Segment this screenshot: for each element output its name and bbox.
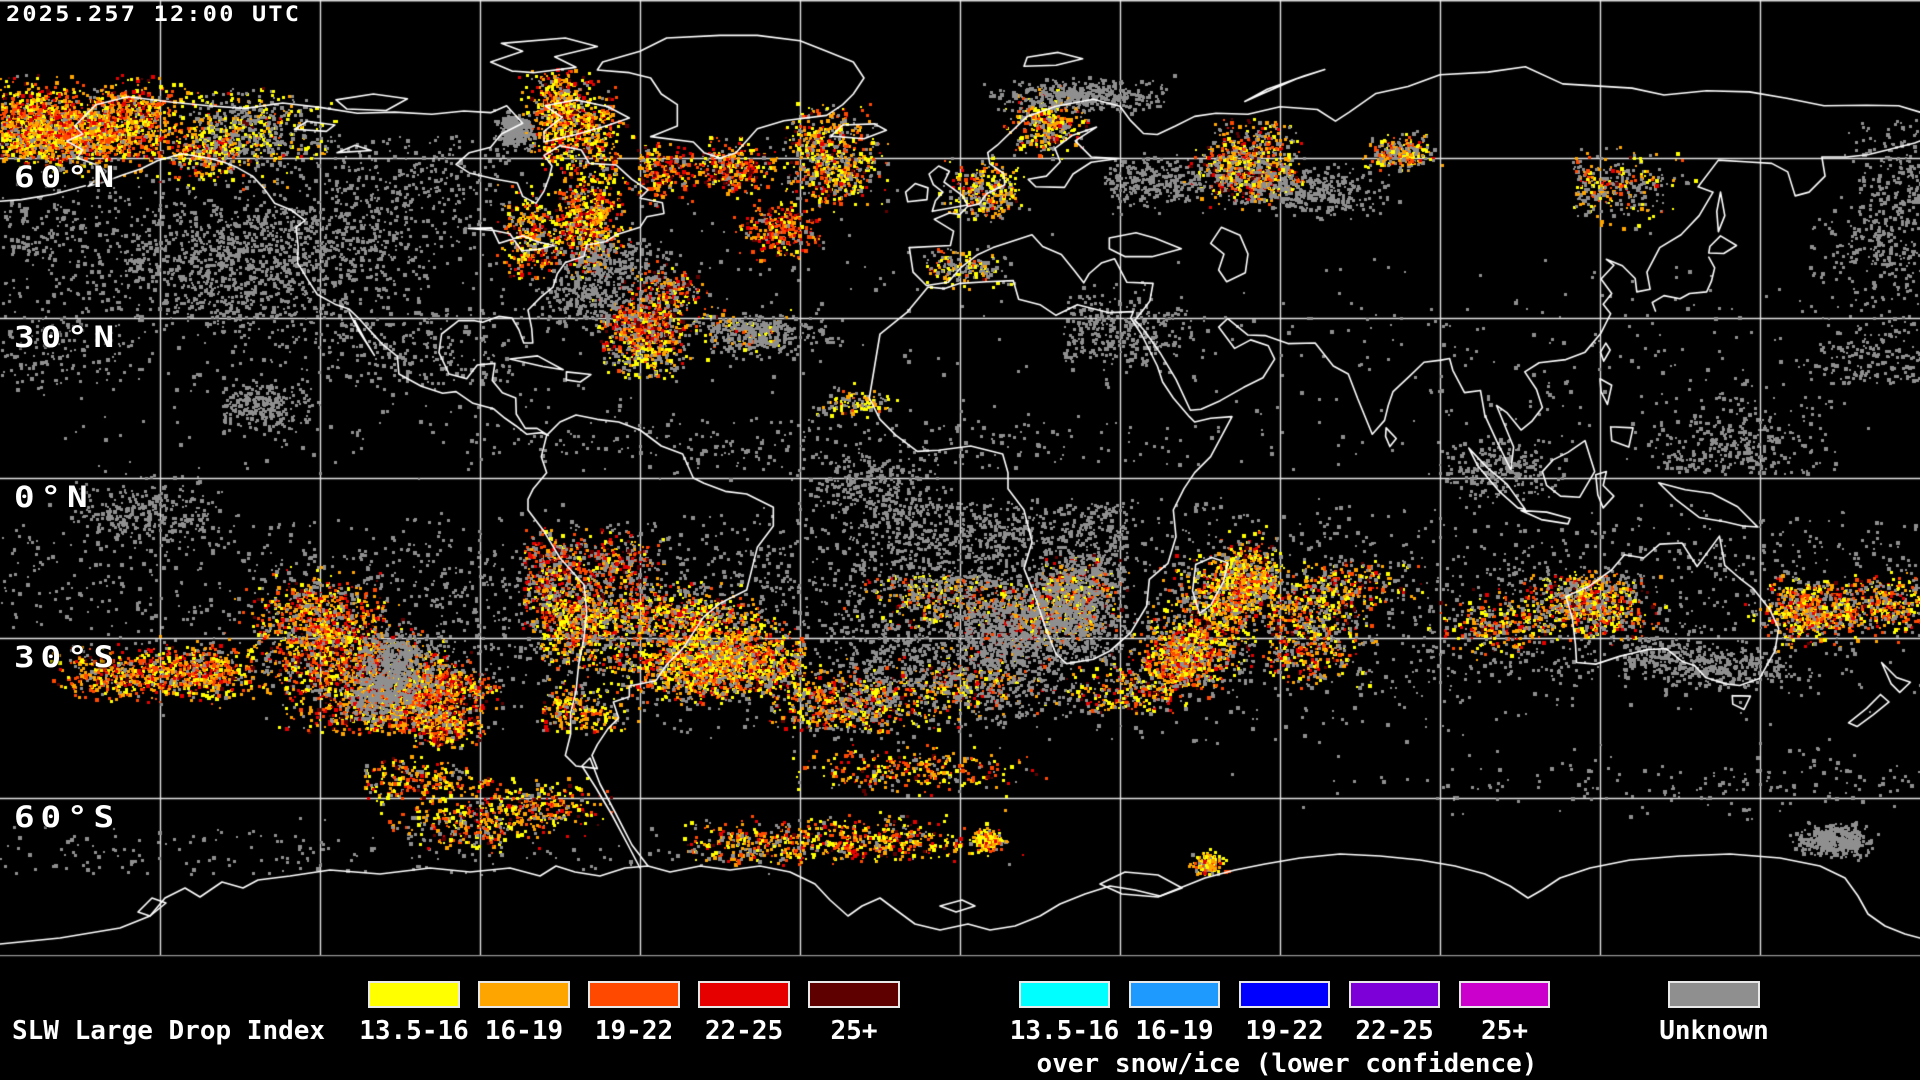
lat-label-0n: 0°N	[14, 480, 94, 514]
lat-label-60n: 60°N	[14, 160, 121, 194]
lat-label-60s: 60°S	[14, 800, 121, 834]
timestamp: 2025.257 12:00 UTC	[6, 2, 302, 26]
lat-label-30n: 30°N	[14, 320, 121, 354]
lat-label-30s: 30°S	[14, 640, 121, 674]
